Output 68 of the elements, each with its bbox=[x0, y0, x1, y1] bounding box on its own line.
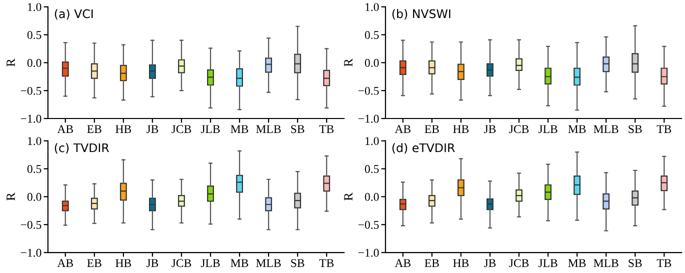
x-tick-label: JB bbox=[484, 125, 496, 134]
y-tick-label: 0.0 bbox=[27, 192, 42, 201]
y-tick-label: 0.5 bbox=[364, 30, 379, 40]
x-tick-label: AB bbox=[57, 259, 73, 267]
x-tick-label: HB bbox=[116, 259, 132, 267]
x-tick-label: EB bbox=[87, 125, 102, 133]
y-tick-label: 0.5 bbox=[27, 165, 42, 174]
x-tick-label: AB bbox=[394, 259, 411, 267]
x-tick-label: SB bbox=[628, 125, 642, 134]
x-tick-label: JCB bbox=[509, 125, 529, 134]
x-tick-label: JB bbox=[146, 125, 158, 134]
x-tick-label: HB bbox=[116, 125, 132, 133]
x-tick-label: JLB bbox=[200, 259, 220, 268]
x-tick-label: MB bbox=[230, 125, 248, 133]
y-tick-label: 1.0 bbox=[366, 3, 379, 12]
x-tick-label: AB bbox=[57, 125, 73, 133]
y-tick-label: 0.0 bbox=[364, 192, 379, 201]
chart-title: (b) NVSWI bbox=[392, 9, 450, 20]
x-tick-label: JB bbox=[146, 259, 158, 268]
x-tick-label: JB bbox=[484, 259, 496, 268]
x-tick-label: SB bbox=[291, 259, 304, 268]
y-tick-label: −0.5 bbox=[20, 86, 42, 95]
x-tick-label: MB bbox=[568, 125, 586, 133]
y-tick-label: −1.0 bbox=[358, 114, 379, 123]
y-axis-title: R bbox=[344, 192, 352, 200]
x-tick-label: TB bbox=[319, 259, 334, 267]
x-tick-label: EB bbox=[424, 125, 439, 133]
x-tick-label: JCB bbox=[172, 125, 192, 134]
y-axis-title: R bbox=[6, 58, 15, 66]
x-tick-label: EB bbox=[87, 259, 102, 267]
x-tick-label: MLB bbox=[594, 259, 618, 267]
chart-title: (d) eTVDIR bbox=[392, 143, 455, 154]
x-tick-label: TB bbox=[656, 259, 672, 267]
y-tick-label: 0.0 bbox=[364, 58, 379, 67]
y-axis-title: R bbox=[6, 192, 15, 200]
x-tick-label: MB bbox=[230, 259, 248, 267]
x-tick-label: MLB bbox=[256, 259, 281, 267]
x-tick-label: HB bbox=[453, 125, 469, 133]
x-tick-label: HB bbox=[453, 259, 469, 267]
y-tick-label: −0.5 bbox=[20, 220, 42, 229]
x-tick-label: MLB bbox=[594, 125, 618, 133]
y-tick-label: 0.0 bbox=[27, 58, 42, 67]
y-tick-label: 0.5 bbox=[364, 165, 379, 174]
x-tick-label: JLB bbox=[538, 259, 558, 268]
y-axis-title: R bbox=[344, 58, 352, 66]
y-tick-label: 1.0 bbox=[28, 137, 42, 146]
chart-title: (a) VCI bbox=[54, 9, 93, 20]
y-tick-label: −1.0 bbox=[20, 248, 42, 257]
x-tick-label: JLB bbox=[538, 125, 558, 134]
y-tick-label: −0.5 bbox=[358, 86, 379, 95]
x-tick-label: AB bbox=[394, 125, 411, 133]
x-tick-label: MLB bbox=[256, 125, 281, 133]
x-tick-label: JLB bbox=[200, 125, 220, 134]
y-tick-label: −0.5 bbox=[358, 220, 379, 229]
x-tick-label: TB bbox=[319, 125, 334, 133]
y-tick-label: 0.5 bbox=[27, 30, 42, 40]
y-tick-label: 1.0 bbox=[28, 3, 42, 12]
y-tick-label: 1.0 bbox=[366, 137, 379, 146]
x-tick-label: JCB bbox=[509, 259, 529, 268]
x-tick-label: SB bbox=[628, 259, 642, 268]
chart-title: (c) TVDIR bbox=[54, 143, 110, 154]
x-tick-label: EB bbox=[424, 259, 439, 267]
y-tick-label: −1.0 bbox=[20, 114, 42, 123]
x-tick-label: MB bbox=[568, 259, 586, 267]
x-tick-label: SB bbox=[291, 125, 304, 134]
y-tick-label: −1.0 bbox=[358, 248, 379, 257]
x-tick-label: JCB bbox=[172, 259, 192, 268]
x-tick-label: TB bbox=[656, 125, 672, 133]
